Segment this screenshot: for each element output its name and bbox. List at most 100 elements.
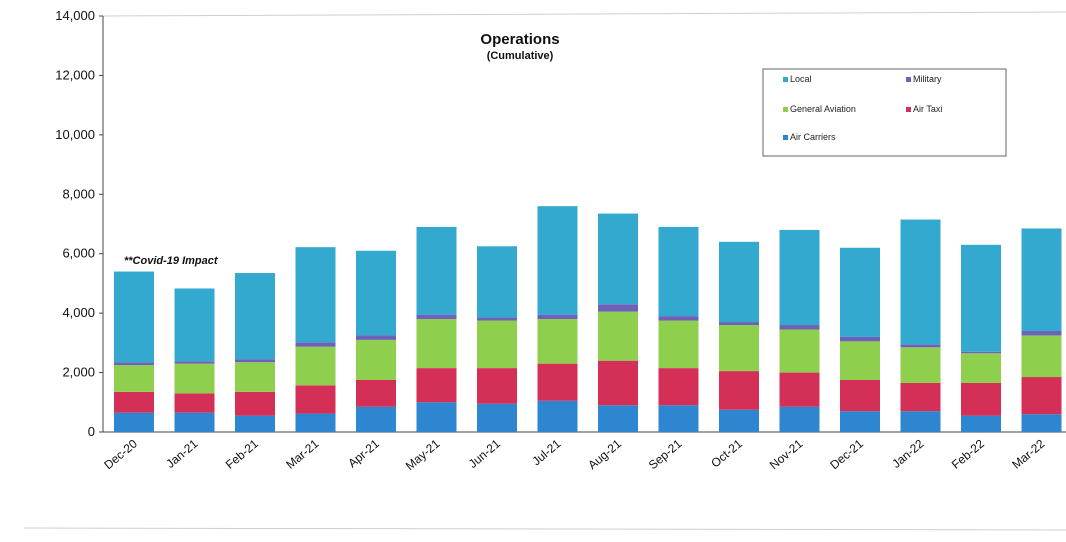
bar-segment: [961, 382, 1001, 416]
y-tick-label: 8,000: [62, 186, 95, 201]
bar-segment: [719, 371, 759, 410]
bar-segment: [1021, 330, 1062, 336]
bar-segment: [779, 372, 820, 407]
bar-segment: [779, 406, 820, 432]
bar-segment: [114, 365, 154, 392]
bar-segment: [356, 406, 396, 432]
bar-segment: [416, 368, 457, 403]
bar-segment: [537, 363, 578, 401]
legend-box: [762, 68, 1007, 157]
bar-segment: [719, 241, 759, 323]
x-tick-label: Apr-21: [345, 436, 382, 470]
bar-segment: [840, 247, 880, 337]
bar-segment: [477, 368, 517, 404]
bar-segment: [174, 363, 215, 394]
bar-segment: [356, 339, 396, 380]
bar-segment: [598, 213, 638, 305]
bar-segment: [174, 288, 215, 362]
covid-annotation: **Covid-19 Impact: [124, 255, 219, 267]
bar-segment: [598, 311, 638, 361]
bar-segment: [598, 304, 638, 312]
bar-segment: [719, 409, 759, 432]
x-tick-label: Jan-21: [163, 436, 200, 471]
bar-segment: [961, 351, 1001, 354]
bar-segment: [779, 325, 820, 330]
bar-segment: [961, 415, 1001, 432]
bar-segment: [477, 246, 517, 318]
bar-segment: [537, 314, 578, 320]
bar-segment: [840, 380, 880, 412]
bar-segment: [900, 382, 941, 412]
bar-segment: [477, 403, 517, 432]
frame-bottom: [23, 527, 1066, 531]
legend-swatch: [783, 135, 788, 140]
x-tick-label: Mar-21: [283, 436, 321, 471]
x-tick-label: Sep-21: [646, 436, 685, 472]
legend-label: Air Taxi: [913, 104, 942, 114]
bar-segment: [356, 380, 396, 407]
x-tick-label: Oct-21: [708, 436, 745, 470]
bar-segment: [356, 250, 396, 336]
bar-segment: [174, 393, 215, 413]
bar-segment: [477, 317, 517, 321]
bar-segment: [174, 412, 215, 432]
bar-segment: [1021, 377, 1062, 415]
bar-segment: [295, 342, 336, 347]
bar-segment: [235, 273, 275, 360]
bar-segment: [658, 405, 699, 432]
y-tick-label: 6,000: [62, 246, 95, 261]
x-tick-label: Jan-22: [889, 436, 926, 471]
x-tick-label: Aug-21: [585, 436, 624, 472]
legend-label: Local: [790, 74, 812, 84]
bar-segment: [537, 319, 578, 364]
bar-segment: [295, 247, 336, 343]
bar-segment: [235, 362, 275, 392]
y-tick-label: 2,000: [62, 365, 95, 380]
chart-title: Operations: [480, 31, 559, 48]
bar-segment: [779, 229, 820, 326]
bar-segment: [1021, 335, 1062, 378]
bar-segment: [295, 385, 336, 414]
legend-swatch: [783, 77, 788, 82]
bar-segment: [900, 347, 941, 383]
bar-segment: [295, 413, 336, 432]
bar-segment: [658, 316, 699, 321]
bar-segment: [900, 411, 941, 432]
bar-segment: [840, 411, 880, 432]
x-tick-label: Nov-21: [767, 436, 806, 472]
bar-segment: [114, 412, 154, 432]
x-tick-label: Jul-21: [529, 436, 563, 468]
bar-segment: [537, 400, 578, 432]
x-tick-label: Jun-21: [466, 436, 503, 471]
x-tick-label: May-21: [403, 436, 443, 473]
bar-segment: [114, 271, 154, 363]
bar-segment: [900, 219, 941, 345]
bar-segment: [477, 320, 517, 369]
bar-segment: [840, 341, 880, 380]
y-tick-label: 14,000: [55, 8, 95, 23]
bar-segment: [1021, 414, 1062, 432]
legend-swatch: [906, 107, 911, 112]
bar-segment: [114, 362, 154, 366]
y-axis-ticks: 0 2,000 4,000 6,000 8,000 10,000 12,000 14,000: [55, 8, 103, 439]
bar-segment: [416, 314, 457, 320]
bar-segment: [598, 405, 638, 432]
y-tick-label: 12,000: [55, 67, 95, 82]
bar-segment: [658, 368, 699, 406]
x-tick-label: Feb-21: [223, 436, 261, 471]
frame-top: [102, 11, 1066, 17]
bar-segment: [356, 335, 396, 340]
bar-segment: [416, 226, 457, 315]
y-tick-label: 10,000: [55, 127, 95, 142]
bar-segment: [235, 415, 275, 432]
bar-segment: [658, 320, 699, 369]
y-tick-label: 4,000: [62, 305, 95, 320]
bar-segment: [235, 391, 275, 416]
bar-segment: [840, 336, 880, 342]
legend-label: Military: [913, 74, 942, 84]
bars-group: [114, 206, 1062, 432]
bar-segment: [174, 361, 215, 364]
legend-label: General Aviation: [790, 104, 856, 114]
